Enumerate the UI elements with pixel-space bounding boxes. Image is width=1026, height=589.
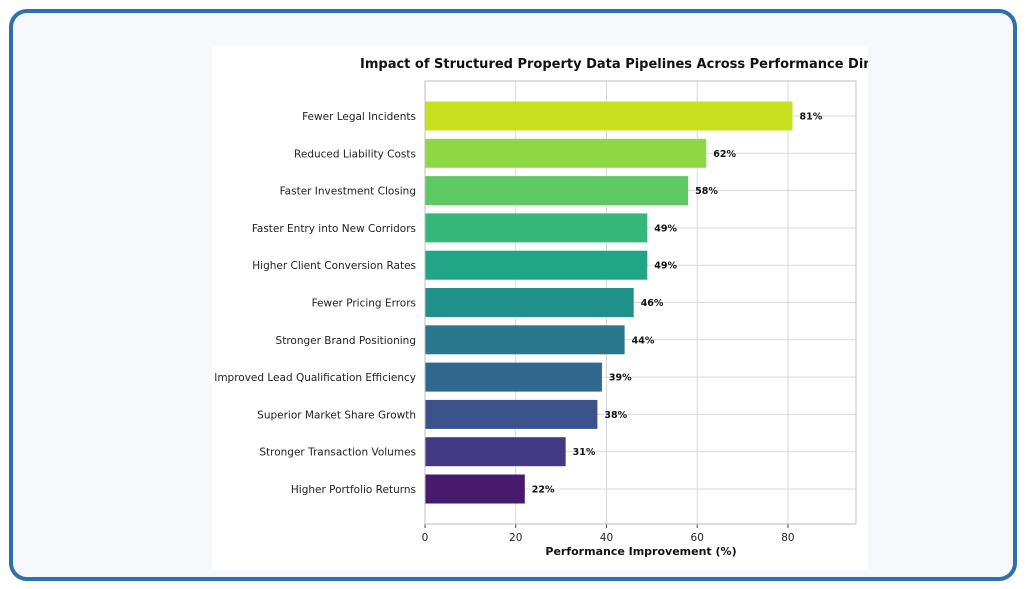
category-label: Faster Investment Closing	[280, 186, 416, 198]
value-label: 58%	[695, 186, 718, 197]
bar	[425, 138, 707, 168]
bar-chart: Impact of Structured Property Data Pipel…	[214, 57, 868, 558]
value-label: 38%	[604, 410, 627, 421]
category-label: Faster Entry into New Corridors	[252, 223, 416, 235]
category-label: Stronger Brand Positioning	[276, 335, 416, 347]
category-label: Superior Market Share Growth	[257, 409, 416, 421]
chart-title: Impact of Structured Property Data Pipel…	[360, 57, 868, 72]
value-label: 46%	[641, 298, 664, 309]
x-ticks: 0 20 40 60 80	[422, 524, 795, 544]
value-label: 44%	[632, 335, 655, 346]
category-label: Reduced Liability Costs	[294, 148, 416, 160]
category-label: Fewer Pricing Errors	[312, 298, 416, 310]
value-label: 81%	[799, 112, 822, 123]
value-label: 49%	[654, 223, 677, 234]
category-labels: Fewer Legal Incidents Reduced Liability C…	[214, 111, 416, 496]
bar	[425, 325, 625, 355]
category-label: Improved Lead Qualification Efficiency	[214, 372, 416, 384]
value-label: 22%	[532, 485, 555, 496]
value-label: 31%	[573, 447, 596, 458]
category-label: Stronger Transaction Volumes	[259, 447, 416, 459]
category-label: Higher Portfolio Returns	[291, 484, 416, 496]
x-tick-label: 0	[422, 532, 429, 544]
plot-border	[424, 80, 857, 525]
category-label: Higher Client Conversion Rates	[252, 260, 416, 272]
bars	[425, 101, 793, 504]
bar	[425, 437, 566, 467]
card-frame: Impact of Structured Property Data Pipel…	[9, 9, 1017, 581]
bar	[425, 288, 634, 317]
bar	[425, 250, 648, 280]
bar	[425, 399, 598, 429]
value-label: 49%	[654, 261, 677, 272]
bar	[425, 474, 525, 504]
value-label: 39%	[609, 373, 632, 384]
category-label: Fewer Legal Incidents	[302, 111, 416, 123]
chart-card: Impact of Structured Property Data Pipel…	[212, 46, 868, 570]
bar	[425, 176, 689, 206]
x-axis-label: Performance Improvement (%)	[545, 545, 736, 558]
bar	[425, 101, 793, 131]
x-tick-label: 80	[781, 532, 794, 544]
value-labels: 81% 62% 58% 49% 49% 46% 44% 39% 38% 31% 22%	[532, 112, 823, 496]
bar	[425, 362, 602, 392]
x-tick-label: 20	[509, 532, 522, 544]
x-tick-label: 60	[691, 532, 704, 544]
bar	[425, 213, 648, 243]
x-tick-label: 40	[600, 532, 613, 544]
value-label: 62%	[713, 149, 736, 160]
